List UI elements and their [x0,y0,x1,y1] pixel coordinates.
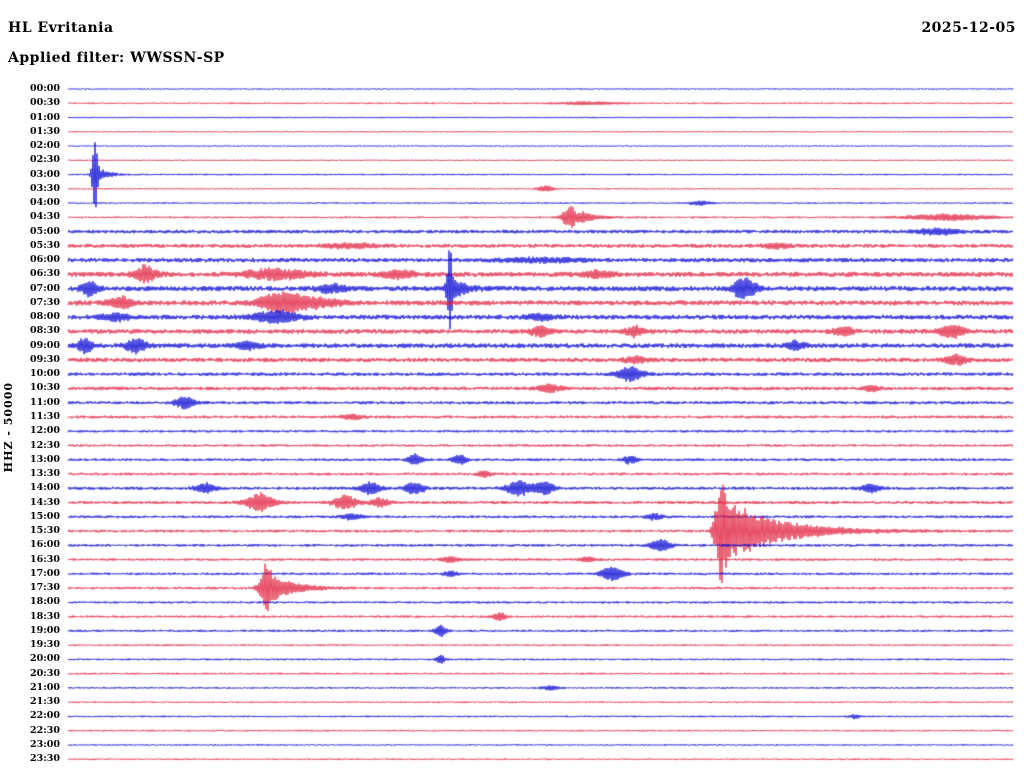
helicorder-canvas [0,0,1024,780]
